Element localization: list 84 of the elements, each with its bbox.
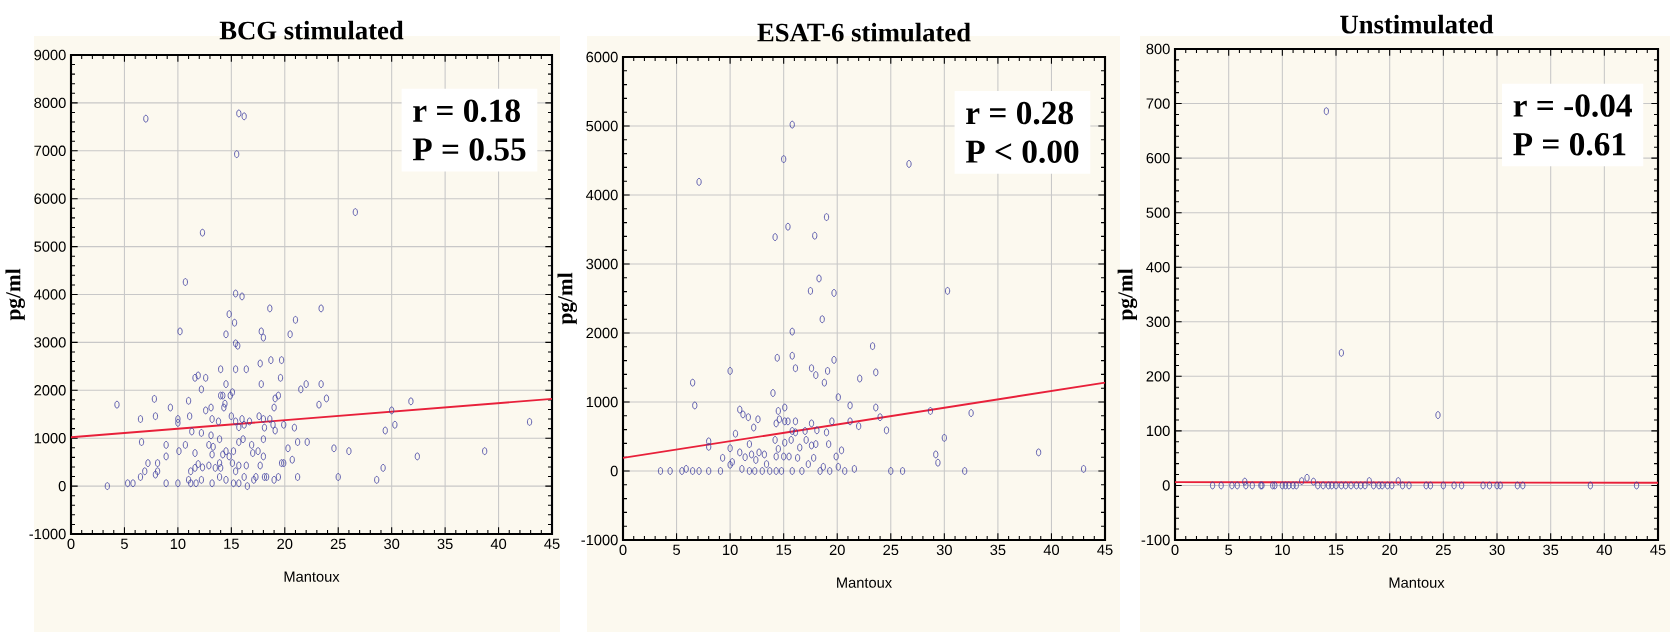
y-tick-label: 5000 — [34, 241, 66, 252]
y-tick-label: 4000 — [34, 289, 66, 300]
x-tick-label: 5 — [673, 544, 681, 555]
x-tick-label: 35 — [437, 538, 453, 550]
y-tick-label: 5000 — [586, 120, 618, 132]
x-tick-label: 20 — [1382, 544, 1398, 556]
annotation: r = 0.18 — [413, 99, 520, 123]
y-tick-label: 2000 — [586, 327, 618, 339]
y-tick-label: 6000 — [586, 51, 618, 63]
y-tick-label: 3000 — [586, 258, 618, 270]
x-tick-label: 25 — [883, 544, 899, 556]
y-axis-title: pg/ml — [557, 272, 577, 325]
y-tick-label: 600 — [1146, 152, 1170, 164]
y-tick-label: 7000 — [34, 145, 66, 156]
x-tick-label: 25 — [1435, 544, 1451, 556]
y-tick-label: 1000 — [586, 396, 618, 408]
x-tick-label: 15 — [1328, 544, 1344, 555]
x-tick-label: 30 — [384, 538, 400, 550]
x-tick-label: 15 — [776, 544, 792, 555]
y-tick-label: 400 — [1146, 262, 1170, 273]
x-tick-label: 0 — [1171, 544, 1179, 556]
x-tick-label: 20 — [277, 538, 293, 550]
y-tick-label: 700 — [1146, 98, 1170, 109]
y-tick-label: -100 — [1141, 534, 1170, 546]
point — [1338, 349, 1344, 357]
x-tick-label: 40 — [1043, 544, 1060, 556]
point — [1486, 481, 1493, 490]
point — [1395, 477, 1401, 485]
point — [1310, 477, 1317, 486]
x-tick-label: 5 — [1225, 544, 1233, 555]
y-tick-label: 9000 — [34, 49, 66, 61]
x-tick-label: 35 — [1543, 544, 1559, 556]
x-tick-label: 10 — [723, 544, 738, 556]
chart-title: ESAT-6 stimulated — [757, 22, 971, 42]
annotation: P < 0.00 — [965, 140, 1079, 164]
x-tick-label: 0 — [67, 538, 75, 550]
y-tick-label: 300 — [1146, 316, 1170, 327]
x-tick-label: 45 — [1097, 544, 1113, 555]
y-tick-label: 1000 — [34, 433, 66, 444]
annotation: P = 0.61 — [1513, 132, 1626, 156]
y-axis-title: pg/ml — [1117, 268, 1138, 321]
y-tick-label: 800 — [1146, 43, 1170, 55]
point — [1435, 411, 1441, 419]
point — [1299, 477, 1305, 485]
x-tick-label: 40 — [490, 538, 507, 550]
x-tick-label: 45 — [1650, 544, 1666, 555]
annotation: r = 0.28 — [966, 101, 1073, 125]
x-axis-title: Mantoux — [1389, 577, 1445, 588]
x-tick-label: 40 — [1596, 544, 1612, 556]
chart-title: BCG stimulated — [219, 20, 404, 40]
x-tick-label: 20 — [829, 544, 845, 556]
x-tick-label: 30 — [1489, 544, 1505, 556]
y-tick-label: 4000 — [586, 189, 618, 201]
x-tick-label: 15 — [224, 538, 239, 549]
y-tick-label: 6000 — [34, 193, 66, 204]
x-tick-label: 10 — [170, 538, 186, 550]
y-tick-label: 0 — [1162, 480, 1170, 491]
chart-title: Unstimulated — [1340, 14, 1494, 34]
x-tick-label: 30 — [936, 544, 952, 556]
y-tick-label: 0 — [610, 465, 618, 477]
x-axis-title: Mantoux — [284, 571, 340, 582]
x-tick-label: 0 — [619, 544, 627, 556]
x-tick-label: 45 — [544, 538, 560, 549]
x-tick-label: 25 — [330, 538, 346, 550]
y-tick-label: 200 — [1146, 371, 1170, 382]
y-tick-label: 100 — [1146, 425, 1170, 437]
y-tick-label: 8000 — [34, 97, 66, 109]
point — [1325, 481, 1332, 490]
point — [1384, 481, 1391, 490]
x-tick-label: 10 — [1275, 544, 1290, 556]
y-tick-label: 500 — [1146, 207, 1170, 218]
y-tick-label: -1000 — [581, 534, 618, 546]
point — [1427, 481, 1434, 490]
x-tick-label: 5 — [120, 538, 128, 549]
y-axis-title: pg/ml — [5, 268, 25, 321]
y-tick-label: 2000 — [34, 385, 66, 396]
point — [1366, 477, 1372, 485]
annotation: r = -0.04 — [1513, 94, 1632, 117]
y-tick-label: -1000 — [29, 528, 66, 540]
x-axis-title: Mantoux — [837, 577, 892, 588]
y-tick-label: 3000 — [34, 337, 66, 348]
annotation: P = 0.55 — [412, 138, 526, 161]
y-tick-label: 0 — [58, 480, 66, 492]
x-tick-label: 35 — [990, 544, 1006, 556]
